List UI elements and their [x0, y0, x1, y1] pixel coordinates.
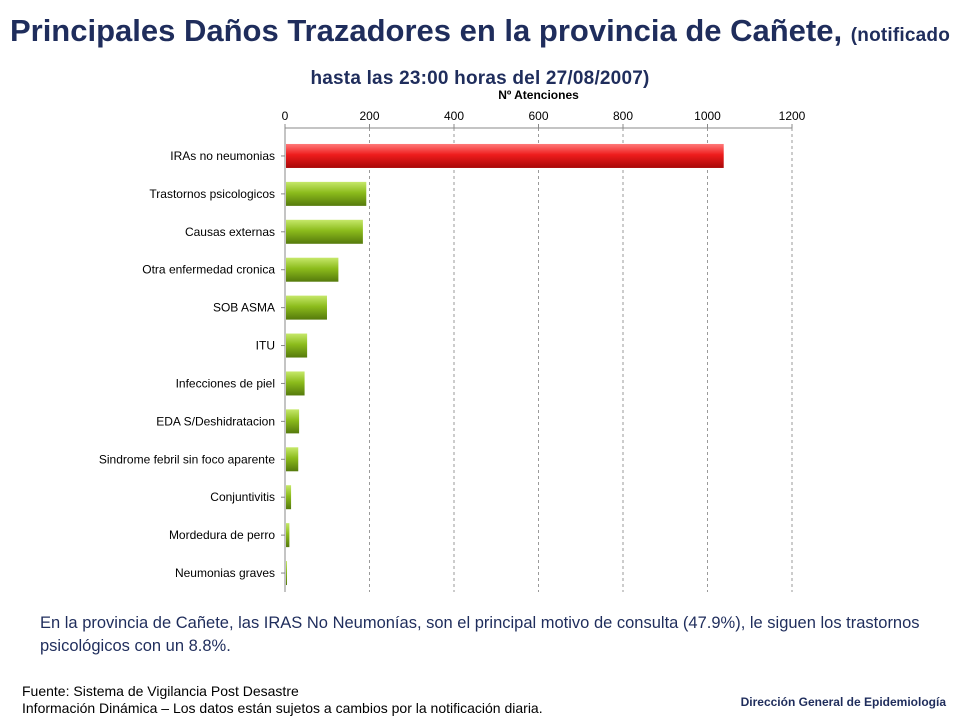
category-label: Sindrome febril sin foco aparente [99, 452, 275, 466]
bar-4 [286, 295, 327, 320]
x-tick-label: 1000 [694, 109, 721, 123]
bar-chart: Nº Atenciones 0 200 400 600 800 1000 1200 IRAs … [99, 88, 806, 592]
category-label: Trastornos psicologicos [149, 187, 275, 201]
category-label: EDA S/Deshidratacion [156, 414, 275, 428]
source-line-1: Fuente: Sistema de Vigilancia Post Desas… [22, 683, 299, 699]
category-label: Neumonias graves [175, 566, 275, 580]
bars [286, 143, 724, 586]
bar-1 [286, 181, 367, 206]
bar-11 [286, 561, 287, 586]
source-line-2: Información Dinámica – Los datos están s… [22, 700, 543, 716]
category-labels: IRAs no neumonias Trastornos psicologicos… [99, 149, 275, 580]
x-axis-title: Nº Atenciones [498, 88, 579, 102]
bar-3 [286, 257, 339, 282]
category-label: Mordedura de perro [169, 528, 275, 542]
page-title: Principales Daños Trazadores en la provi… [0, 12, 960, 98]
x-tick-label: 1200 [779, 109, 806, 123]
grid-lines [369, 128, 793, 592]
x-tick-label: 400 [444, 109, 464, 123]
bar-10 [286, 523, 290, 548]
footer-organization: Dirección General de Epidemiología [740, 695, 946, 709]
bar-9 [286, 485, 292, 510]
category-label: Infecciones de piel [176, 376, 275, 390]
title-subtitle: (notificado hasta las 23:00 horas del 27… [310, 25, 951, 89]
category-label: ITU [256, 339, 275, 353]
bar-7 [286, 409, 300, 434]
category-label: Conjuntivitis [210, 490, 275, 504]
bar-5 [286, 333, 308, 358]
bar-8 [286, 447, 299, 472]
summary-text: En la provincia de Cañete, las IRAS No N… [40, 614, 920, 655]
category-label: Otra enfermedad cronica [142, 263, 275, 277]
bar-6 [286, 371, 305, 396]
source-note: Fuente: Sistema de Vigilancia Post Desas… [22, 683, 543, 717]
x-tick-label: 800 [613, 109, 633, 123]
category-label: Causas externas [185, 225, 275, 239]
x-axis: Nº Atenciones 0 200 400 600 800 1000 1200 [281, 88, 806, 592]
title-main: Principales Daños Trazadores en la provi… [9, 13, 843, 48]
x-tick-label: 600 [528, 109, 548, 123]
category-label: SOB ASMA [213, 301, 275, 315]
x-tick-label: 200 [359, 109, 379, 123]
bar-0 [286, 143, 724, 168]
x-tick-label: 0 [282, 109, 289, 123]
category-label: IRAs no neumonias [170, 149, 275, 163]
bar-2 [286, 219, 363, 244]
